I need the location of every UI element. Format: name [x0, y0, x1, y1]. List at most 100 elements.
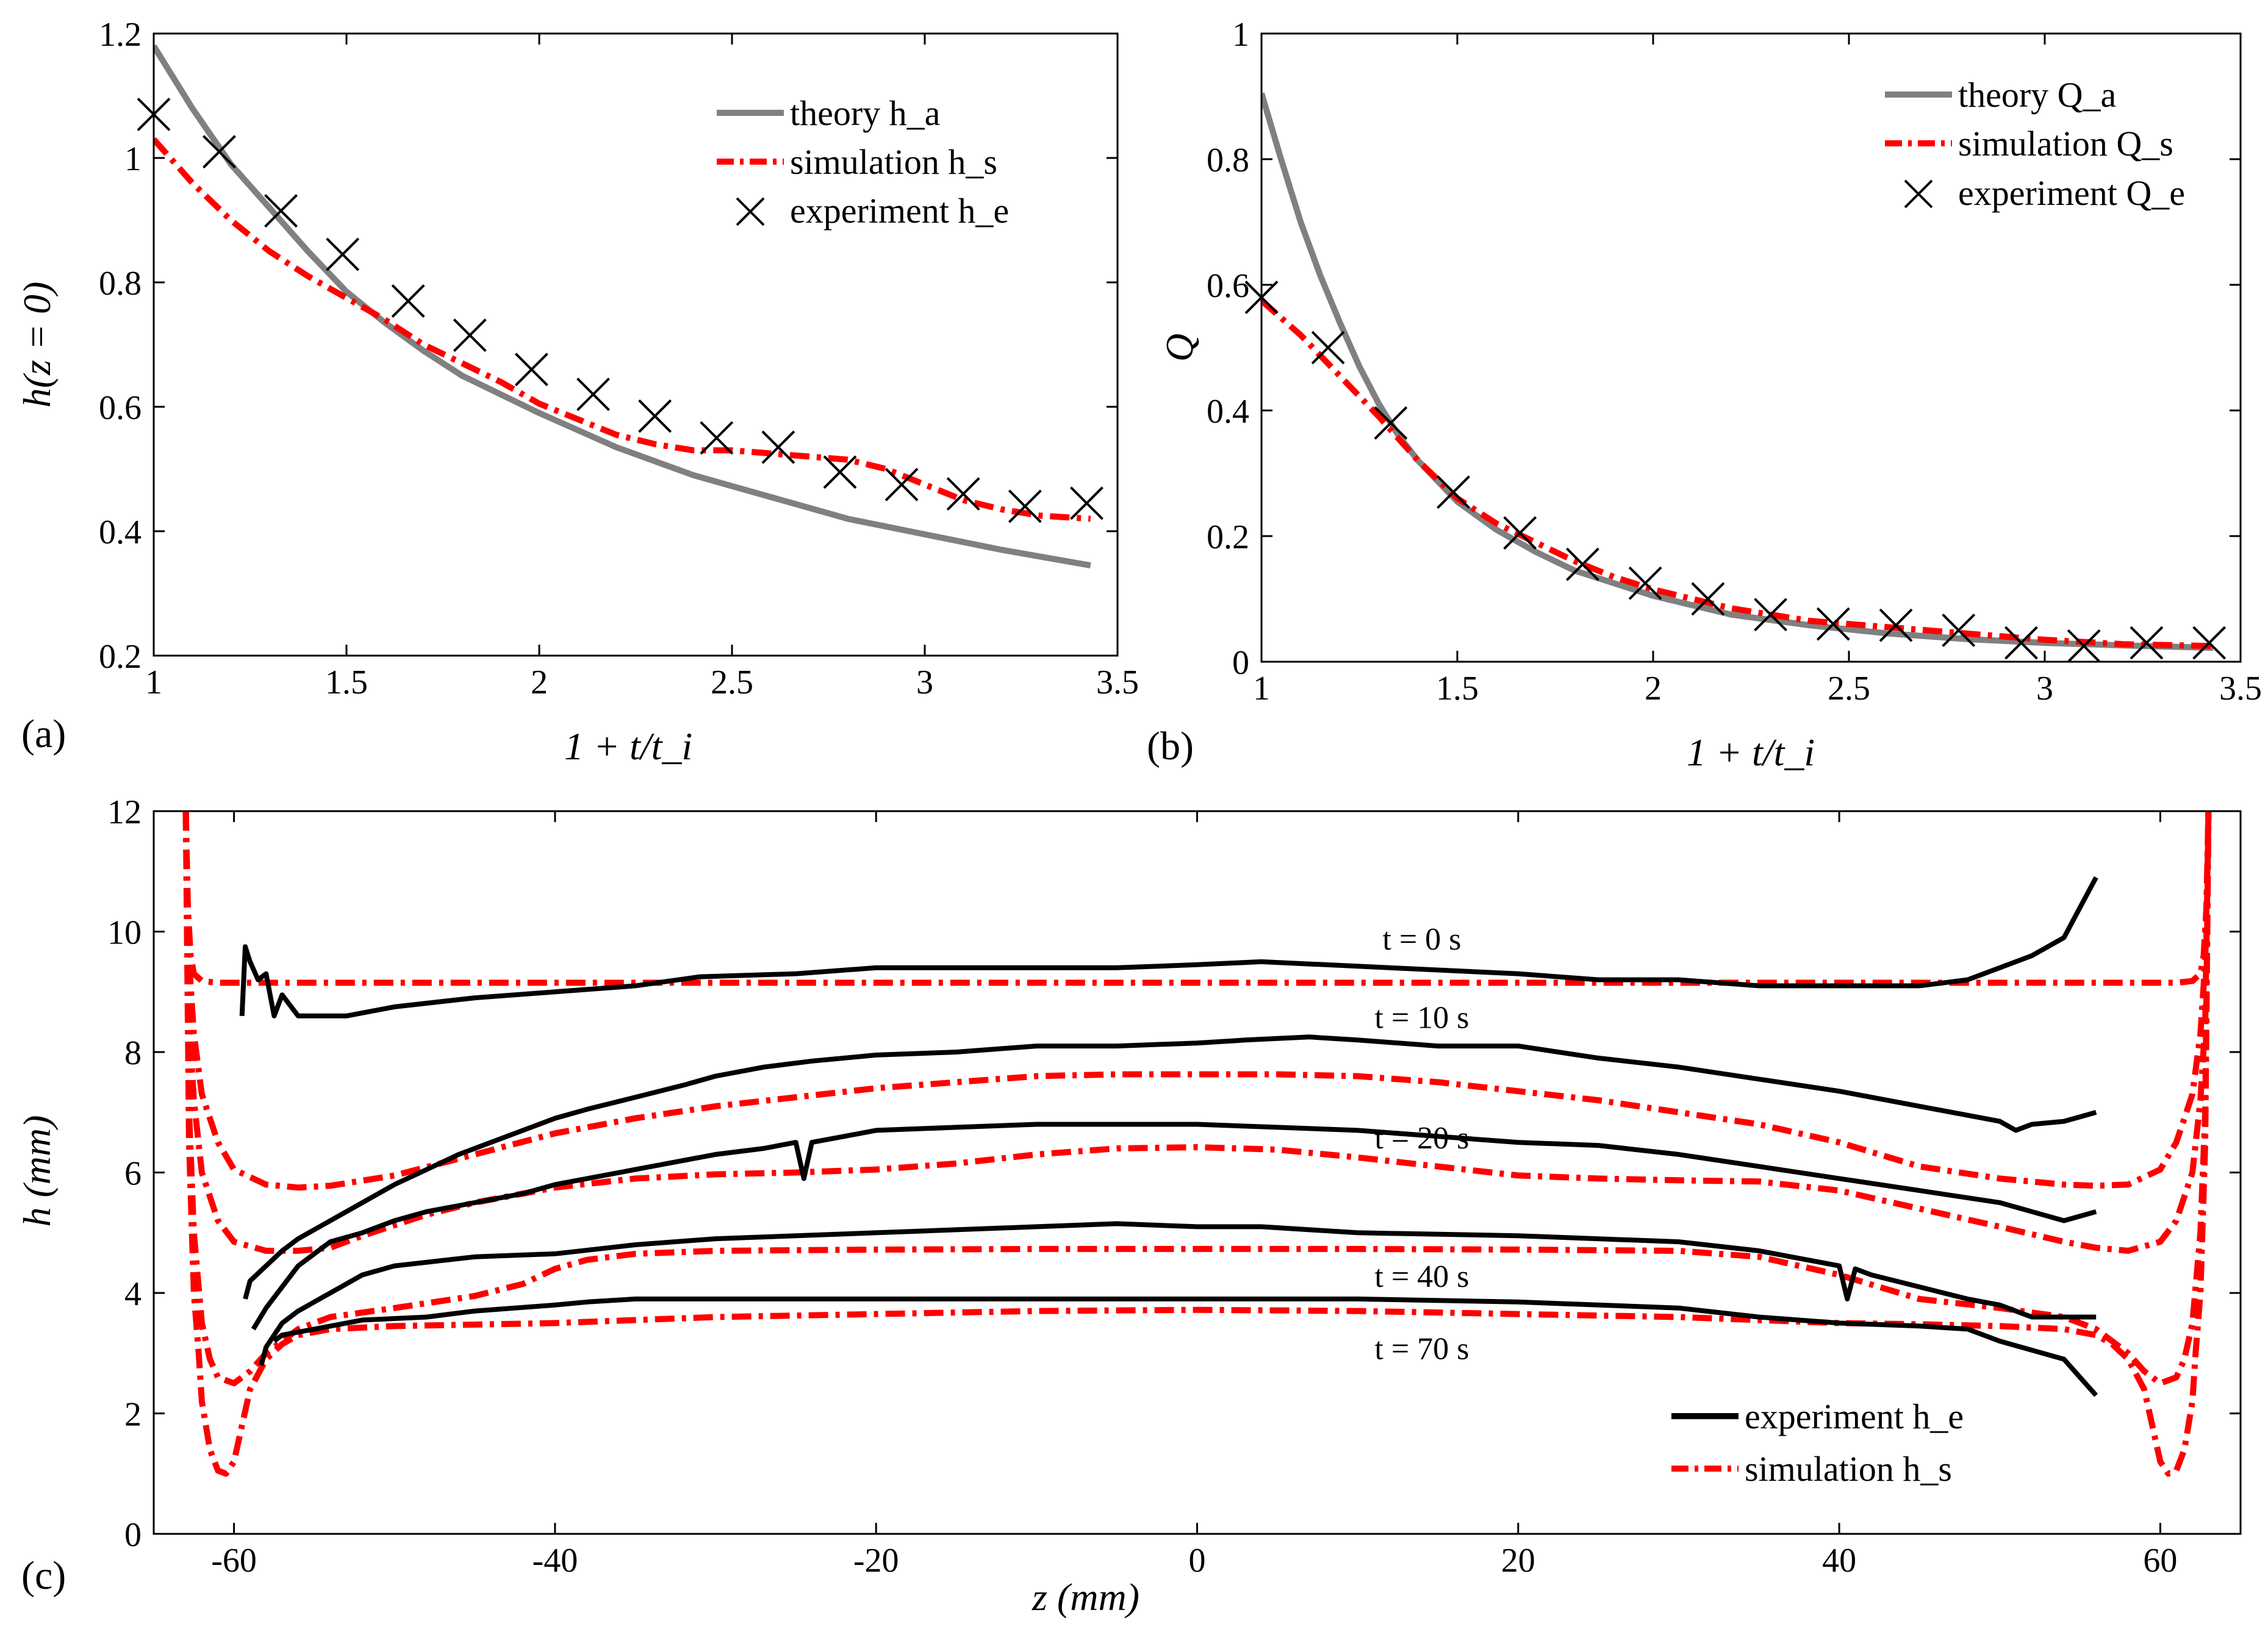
chart-a-ticks: 1 1.5 2 2.5 3 3.5 0.2 0.4 0.6 0.8 1 1.2	[99, 16, 1139, 701]
chart-c-y-tick-label: 2	[124, 1396, 142, 1434]
chart-c-y-tick-label: 8	[124, 1034, 142, 1072]
chart-a-x-tick-label: 3.5	[1096, 664, 1139, 701]
chart-b-x-tick-label: 2.5	[1828, 670, 1870, 707]
chart-c-simulation-line	[182, 811, 2212, 986]
chart-b-experiment-marker	[1691, 582, 1725, 616]
chart-c-experiment-line	[239, 876, 2098, 1019]
chart-c-simulation-line	[182, 811, 2212, 1387]
chart-a-y-tick-label: 0.8	[99, 265, 142, 303]
chart-b-y-tick-label: 0.8	[1207, 141, 1249, 179]
chart-b-experiment-marker	[1879, 608, 1913, 642]
chart-a-experiment-marker	[203, 135, 236, 169]
chart-c-simulation-line	[182, 811, 2212, 1477]
chart-b-frame	[1260, 32, 2242, 663]
chart-a-experiment-marker	[514, 353, 548, 387]
chart-b-ticks: 1 1.5 2 2.5 3 3.5 0 0.2 0.4 0.6 0.8 1	[1207, 16, 2262, 707]
time-label: t = 70 s	[1374, 1332, 1469, 1367]
chart-a-x-tick-label: 1.5	[325, 664, 368, 701]
chart-a-x-axis-label: 1 + t/t_i	[564, 725, 692, 768]
chart-b-simulation-line	[1261, 298, 2214, 650]
chart-a-y-tick-label: 1	[124, 140, 142, 178]
chart-b: 1 1.5 2 2.5 3 3.5 0 0.2 0.4 0.6 0.8 1 (b) 1 + t/t_i…	[1147, 16, 2262, 774]
time-label: t = 20 s	[1374, 1121, 1469, 1156]
chart-b-y-axis-label: Q	[1158, 334, 1201, 362]
chart-c-panel-label: (c)	[21, 1553, 66, 1598]
chart-a-experiment-marker	[638, 399, 672, 433]
chart-b-experiment-marker	[1816, 607, 1850, 641]
chart-a-experiment-marker	[1070, 486, 1103, 520]
chart-c-x-tick-label: 60	[2143, 1542, 2177, 1580]
chart-a-legend-simulation-label: simulation h_s	[790, 142, 997, 182]
chart-c-legend-experiment-label: experiment h_e	[1745, 1397, 1964, 1436]
chart-b-y-tick-label: 0	[1232, 644, 1249, 682]
chart-b-experiment-marker	[1566, 547, 1599, 581]
chart-b-x-tick-label: 2	[1645, 670, 1662, 707]
chart-a-y-tick-label: 0.4	[99, 514, 142, 551]
chart-c-legend: experiment h_e simulation h_s	[1671, 1397, 1964, 1489]
chart-a-y-tick-label: 1.2	[99, 16, 142, 54]
chart-a-experiment-marker	[264, 194, 298, 228]
chart-b-x-tick-label: 1.5	[1436, 670, 1479, 707]
chart-b-x-tick-label: 1	[1253, 670, 1270, 707]
chart-b-panel-label: (b)	[1147, 724, 1194, 768]
chart-c-simulation-line	[182, 811, 2212, 1191]
chart-c-experiment-line	[251, 1122, 2097, 1331]
chart-b-y-tick-label: 1	[1232, 16, 1249, 54]
chart-a-legend-theory-label: theory h_a	[790, 93, 940, 133]
chart-b-experiment-marker	[1628, 566, 1662, 600]
chart-c-legend-simulation-label: simulation h_s	[1745, 1449, 1952, 1489]
chart-a-x-tick-label: 3	[916, 664, 933, 701]
chart-a-x-tick-label: 1	[145, 664, 162, 701]
chart-a-legend-experiment-marker	[736, 197, 765, 226]
chart-b-theory-line	[1261, 92, 2214, 651]
chart-b-experiment-marker	[2067, 629, 2101, 663]
chart-a-y-tick-label: 0.2	[99, 638, 142, 676]
chart-a-experiment-marker	[823, 455, 857, 489]
chart-b-y-tick-label: 0.2	[1207, 518, 1249, 556]
chart-a-experiment-marker	[761, 430, 795, 464]
chart-a-legend-experiment-label: experiment h_e	[790, 191, 1009, 231]
chart-a-experiment-marker	[326, 237, 360, 271]
time-label: t = 10 s	[1374, 1001, 1469, 1036]
chart-c-experiment-line	[259, 1221, 2097, 1366]
chart-b-legend: theory Q_a simulation Q_s experiment Q_e	[1885, 75, 2185, 213]
chart-b-y-tick-label: 0.4	[1207, 393, 1249, 431]
chart-a-y-axis-label: h(z = 0)	[15, 282, 59, 408]
chart-b-legend-simulation-label: simulation Q_s	[1958, 124, 2173, 163]
chart-c-y-axis-label: h (mm)	[15, 1115, 59, 1226]
chart-a-markers	[137, 98, 1103, 523]
chart-a-legend: theory h_a simulation h_s experiment h_e	[717, 93, 1009, 231]
chart-b-experiment-marker	[1754, 598, 1788, 632]
chart-b-experiment-marker	[1311, 331, 1345, 365]
chart-c-x-tick-label: -40	[533, 1542, 578, 1580]
chart-c-x-axis-label: z (mm)	[1032, 1575, 1139, 1619]
chart-c-y-tick-label: 6	[124, 1155, 142, 1193]
chart-a-experiment-marker	[946, 477, 980, 511]
chart-c-series	[182, 811, 2212, 1477]
chart-c-experiment-line	[272, 1296, 2098, 1397]
chart-c-x-tick-label: -20	[853, 1542, 899, 1580]
chart-c-annotations: t = 0 s t = 10 s t = 20 s t = 40 s t = 70 s	[1374, 922, 1469, 1367]
chart-a-experiment-marker	[576, 378, 610, 412]
chart-c-experiment-line	[243, 1034, 2097, 1300]
chart-c: -60 -40 -20 0 20 40 60 0 2 4 6 8 10 12 t = 0 s t = 10 …	[15, 793, 2242, 1619]
chart-a-frame	[153, 32, 1119, 657]
chart-b-x-tick-label: 3.5	[2219, 670, 2262, 707]
chart-b-y-tick-label: 0.6	[1207, 267, 1249, 305]
time-label: t = 0 s	[1382, 922, 1461, 957]
chart-a-experiment-marker	[453, 318, 487, 353]
chart-b-experiment-marker	[1942, 614, 1976, 647]
chart-c-x-tick-label: 0	[1189, 1542, 1206, 1580]
chart-a-y-tick-label: 0.6	[99, 389, 142, 427]
chart-c-y-tick-label: 0	[124, 1516, 142, 1554]
chart-b-experiment-marker	[1437, 475, 1470, 509]
chart-c-x-tick-label: 20	[1501, 1542, 1535, 1580]
chart-a-x-tick-label: 2.5	[711, 664, 753, 701]
chart-a-x-tick-label: 2	[531, 664, 548, 701]
chart-a-experiment-marker	[700, 421, 734, 455]
chart-c-y-tick-label: 12	[107, 793, 142, 831]
chart-b-experiment-marker	[1503, 516, 1537, 550]
chart-c-x-tick-label: -60	[211, 1542, 257, 1580]
